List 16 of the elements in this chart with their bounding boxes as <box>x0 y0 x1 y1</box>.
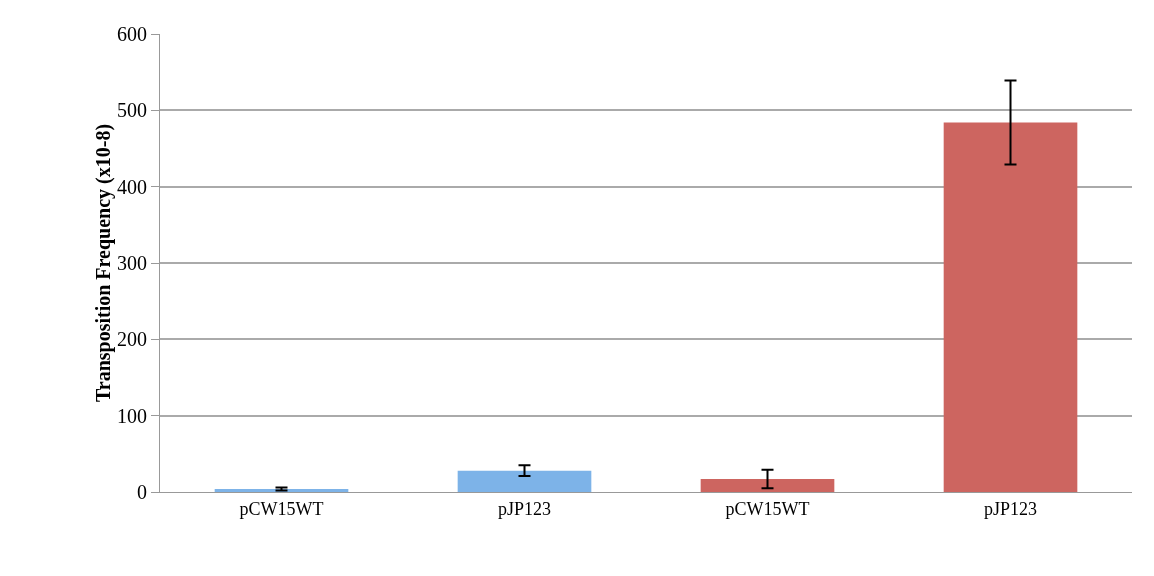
x-tick-label: pJP123 <box>497 498 552 519</box>
bar <box>214 488 349 492</box>
bar <box>457 470 592 492</box>
y-tick-label: 200 <box>117 328 147 351</box>
y-tick-label: 400 <box>117 175 147 198</box>
x-tick-label: pJP123 <box>983 498 1038 519</box>
y-axis-title: Transposition Frequency (x10-8) <box>92 123 115 403</box>
y-tick-label: 0 <box>137 481 147 503</box>
y-tick-label: 100 <box>117 404 147 427</box>
x-tick-label: pCW15WT <box>725 498 810 519</box>
bar <box>700 479 835 492</box>
y-tick-label: 300 <box>117 252 147 274</box>
x-tick-label: pCW15WT <box>239 498 324 519</box>
y-tick-label: 600 <box>117 23 147 45</box>
bar <box>943 122 1078 492</box>
y-tick-label: 500 <box>117 99 147 122</box>
